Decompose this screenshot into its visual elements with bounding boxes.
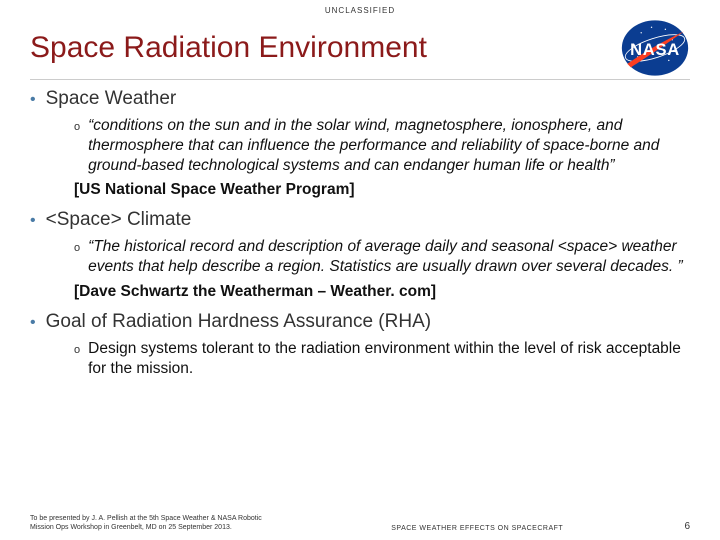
bullet-heading: Goal of Radiation Hardness Assurance (RH…: [46, 311, 431, 333]
nasa-logo-icon: NASA: [620, 19, 690, 77]
sub-marker-icon: o: [74, 242, 80, 254]
bullet-marker-icon: •: [30, 92, 36, 108]
bullet-marker-icon: •: [30, 315, 36, 331]
footer-title: SPACE WEATHER EFFECTS ON SPACECRAFT: [391, 525, 563, 532]
slide-content: • Space Weather o “conditions on the sun…: [0, 88, 720, 379]
slide-footer: To be presented by J. A. Pellish at the …: [0, 515, 720, 532]
bullet-item: • <Space> Climate o “The historical reco…: [30, 209, 690, 301]
attribution-text: [US National Space Weather Program]: [74, 181, 690, 199]
bullet-item: • Goal of Radiation Hardness Assurance (…: [30, 311, 690, 379]
classification-label: UNCLASSIFIED: [0, 0, 720, 15]
bullet-heading: <Space> Climate: [46, 209, 192, 231]
slide-title: Space Radiation Environment: [30, 31, 427, 65]
sub-text: “conditions on the sun and in the solar …: [88, 116, 690, 175]
slide-header: Space Radiation Environment NASA: [0, 15, 720, 79]
sub-marker-icon: o: [74, 344, 80, 356]
bullet-marker-icon: •: [30, 213, 36, 229]
header-divider: [30, 79, 690, 80]
bullet-item: • Space Weather o “conditions on the sun…: [30, 88, 690, 199]
sub-text: Design systems tolerant to the radiation…: [88, 339, 690, 379]
footer-citation: To be presented by J. A. Pellish at the …: [30, 515, 270, 532]
sub-marker-icon: o: [74, 121, 80, 133]
page-number: 6: [684, 521, 690, 532]
svg-text:NASA: NASA: [630, 40, 680, 59]
attribution-text: [Dave Schwartz the Weatherman – Weather.…: [74, 283, 690, 301]
bullet-heading: Space Weather: [46, 88, 177, 110]
sub-text: “The historical record and description o…: [88, 237, 690, 277]
